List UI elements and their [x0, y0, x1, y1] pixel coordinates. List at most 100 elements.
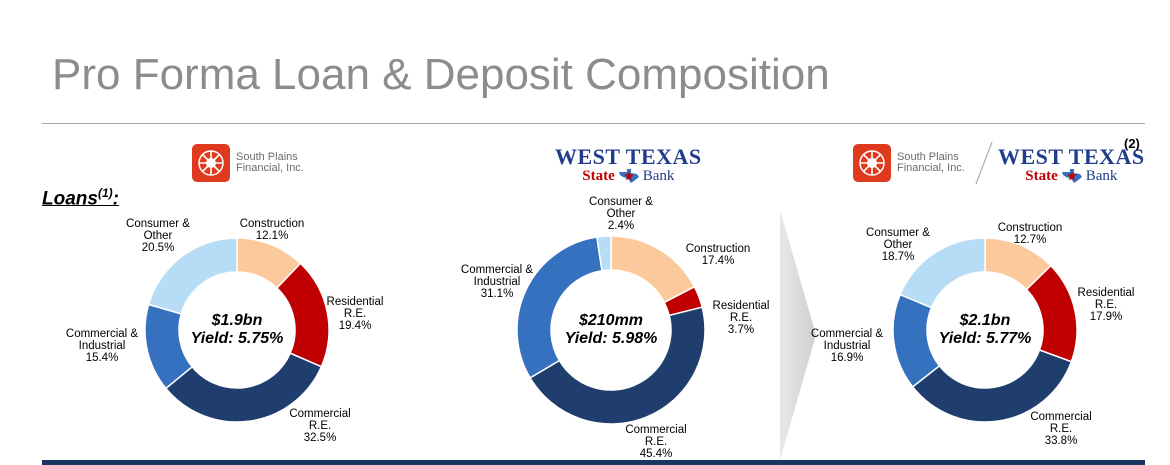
- chart1-label-commercial-re-line: R.E.: [308, 420, 332, 432]
- chart2-label-consumer-other: Consumer & Other 2.4%: [589, 196, 653, 232]
- chart1-label-ci-line: Industrial: [78, 340, 126, 352]
- chart2-slice-consumer-other: [596, 235, 612, 272]
- chart1-center-label: $1.9bn Yield: 5.75%: [191, 312, 284, 348]
- chart1-label-ci-line: 15.4%: [85, 352, 119, 364]
- chart1-label-construction: Construction 12.1%: [240, 218, 305, 242]
- chart3-label-ci-line: Industrial: [823, 340, 871, 352]
- proforma-footnote: (2): [1124, 136, 1140, 151]
- wordmark-bank: Bank: [1085, 167, 1118, 184]
- chart1-label-residential-line: 19.4%: [338, 320, 372, 332]
- chart3-label-residential-line: Residential: [1077, 287, 1135, 299]
- west-texas-wordmark: WEST TEXAS: [555, 144, 702, 169]
- chart2-label-residential-line: Residential: [712, 300, 770, 312]
- chart1-label-commercial-re-line: 32.5%: [303, 432, 337, 444]
- chart2-label-residential-line: R.E.: [729, 312, 753, 324]
- chart1-center-value: $1.9bn: [211, 312, 263, 329]
- loans-footnote: (1): [97, 186, 113, 200]
- chart1-label-consumer-line: 20.5%: [141, 242, 175, 254]
- chart1-label-consumer-line: Other: [143, 230, 173, 242]
- wordmark-state: State: [1025, 167, 1058, 184]
- chevron-arrow-icon: [780, 210, 816, 460]
- south-plains-name-line1: South Plains: [897, 151, 959, 163]
- chart2-label-ci-line: Industrial: [473, 276, 521, 288]
- texas-star-icon: [1061, 169, 1082, 183]
- loans-label-text: Loans: [42, 188, 98, 210]
- chart3-label-commercial-re-line: 33.8%: [1044, 435, 1078, 447]
- chart1-label-consumer-other: Consumer & Other 20.5%: [126, 218, 190, 254]
- chart3-label-construction-line: 12.7%: [1013, 234, 1047, 246]
- chart3-label-commercial-industrial: Commercial & Industrial 16.9%: [811, 328, 883, 364]
- wordmark-state: State: [582, 167, 615, 184]
- chart1-label-residential: Residential R.E. 19.4%: [327, 296, 384, 332]
- chart1-label-consumer-line: Consumer &: [126, 218, 190, 230]
- loans-section-label: Loans(1):: [42, 186, 119, 210]
- chart1-label-commercial-industrial: Commercial & Industrial 15.4%: [66, 328, 138, 364]
- chart1-label-construction-line: 12.1%: [255, 230, 289, 242]
- chart3-label-consumer-line: Other: [883, 239, 913, 251]
- chart3-label-commercial-re-line: R.E.: [1049, 423, 1073, 435]
- chart3-label-consumer-line: 18.7%: [881, 251, 915, 263]
- chart1-slice-commercial-re: [164, 352, 323, 423]
- chart2-label-residential: Residential R.E. 3.7%: [713, 300, 770, 336]
- south-plains-emblem-icon: [192, 144, 230, 182]
- chart2-center-yield: Yield: 5.98%: [564, 330, 658, 347]
- chart1-label-construction-line: Construction: [239, 218, 305, 230]
- chart3-label-residential: Residential R.E. 17.9%: [1078, 287, 1135, 323]
- loans-label-colon: :: [112, 188, 119, 210]
- south-plains-emblem-icon: [853, 144, 891, 182]
- chart2-label-construction: Construction 17.4%: [686, 243, 751, 267]
- chart2-label-consumer-line: Other: [606, 208, 636, 220]
- chart2-label-consumer-line: 2.4%: [607, 220, 635, 232]
- chart3-label-ci-line: 16.9%: [830, 352, 864, 364]
- logo-divider-slash: [975, 141, 993, 185]
- south-plains-name: South Plains Financial, Inc.: [236, 152, 304, 174]
- chart2-label-residential-line: 3.7%: [727, 324, 755, 336]
- chart2-label-commercial-re-line: 45.4%: [639, 448, 673, 460]
- chart3-center-value: $2.1bn: [959, 312, 1011, 329]
- south-plains-name-line2: Financial, Inc.: [897, 162, 965, 174]
- page-title: Pro Forma Loan & Deposit Composition: [52, 50, 830, 99]
- chart3-label-residential-line: R.E.: [1094, 299, 1118, 311]
- chart2-label-commercial-re-line: R.E.: [644, 436, 668, 448]
- chart3-label-ci-line: Commercial &: [810, 328, 884, 340]
- chart2-label-commercial-re-line: Commercial: [625, 424, 687, 436]
- south-plains-name: South Plains Financial, Inc.: [897, 152, 965, 174]
- south-plains-logo: South Plains Financial, Inc.: [192, 144, 304, 182]
- chart1-label-commercial-re: Commercial R.E. 32.5%: [289, 408, 350, 444]
- south-plains-name-line1: South Plains: [236, 151, 298, 163]
- chart3-label-residential-line: 17.9%: [1089, 311, 1123, 323]
- south-plains-name-line2: Financial, Inc.: [236, 162, 304, 174]
- chart2-center-value: $210mm: [578, 312, 644, 329]
- state-bank-wordmark: State Bank: [998, 168, 1145, 184]
- chart3-slice-commercial-re: [911, 349, 1073, 423]
- chart2-label-construction-line: Construction: [685, 243, 751, 255]
- chart1-label-commercial-re-line: Commercial: [289, 408, 351, 420]
- state-bank-wordmark: State Bank: [555, 168, 702, 184]
- texas-star-icon: [618, 169, 639, 183]
- chart3-center-yield: Yield: 5.77%: [938, 330, 1032, 347]
- chart1-label-residential-line: R.E.: [343, 308, 367, 320]
- chart1-center-yield: Yield: 5.75%: [190, 330, 284, 347]
- bottom-bar: [42, 460, 1145, 465]
- chart2-slice-commercial-industrial: [516, 236, 603, 379]
- title-divider: [42, 123, 1145, 124]
- chart3-label-consumer-line: Consumer &: [866, 227, 930, 239]
- chart2-label-commercial-re: Commercial R.E. 45.4%: [625, 424, 686, 460]
- chart1-label-ci-line: Commercial &: [65, 328, 139, 340]
- chart1-label-residential-line: Residential: [326, 296, 384, 308]
- chart3-center-label: $2.1bn Yield: 5.77%: [939, 312, 1032, 348]
- west-texas-wordmark: WEST TEXAS: [998, 144, 1145, 169]
- chart3-label-commercial-re: Commercial R.E. 33.8%: [1030, 411, 1091, 447]
- chart2-label-consumer-line: Consumer &: [589, 196, 653, 208]
- west-texas-logo: WEST TEXAS State Bank: [555, 146, 702, 184]
- proforma-south-plains-logo: South Plains Financial, Inc.: [853, 144, 965, 182]
- chart3-label-construction: Construction 12.7%: [998, 222, 1063, 246]
- chart1-slice-residential: [275, 262, 330, 368]
- chart3-label-construction-line: Construction: [997, 222, 1063, 234]
- chart2-label-construction-line: 17.4%: [701, 255, 735, 267]
- chart2-slice-commercial-re: [529, 306, 706, 425]
- chart1-slice-consumer-other: [147, 237, 238, 315]
- chart2-label-commercial-industrial: Commercial & Industrial 31.1%: [461, 264, 533, 300]
- chart2-center-label: $210mm Yield: 5.98%: [565, 312, 658, 348]
